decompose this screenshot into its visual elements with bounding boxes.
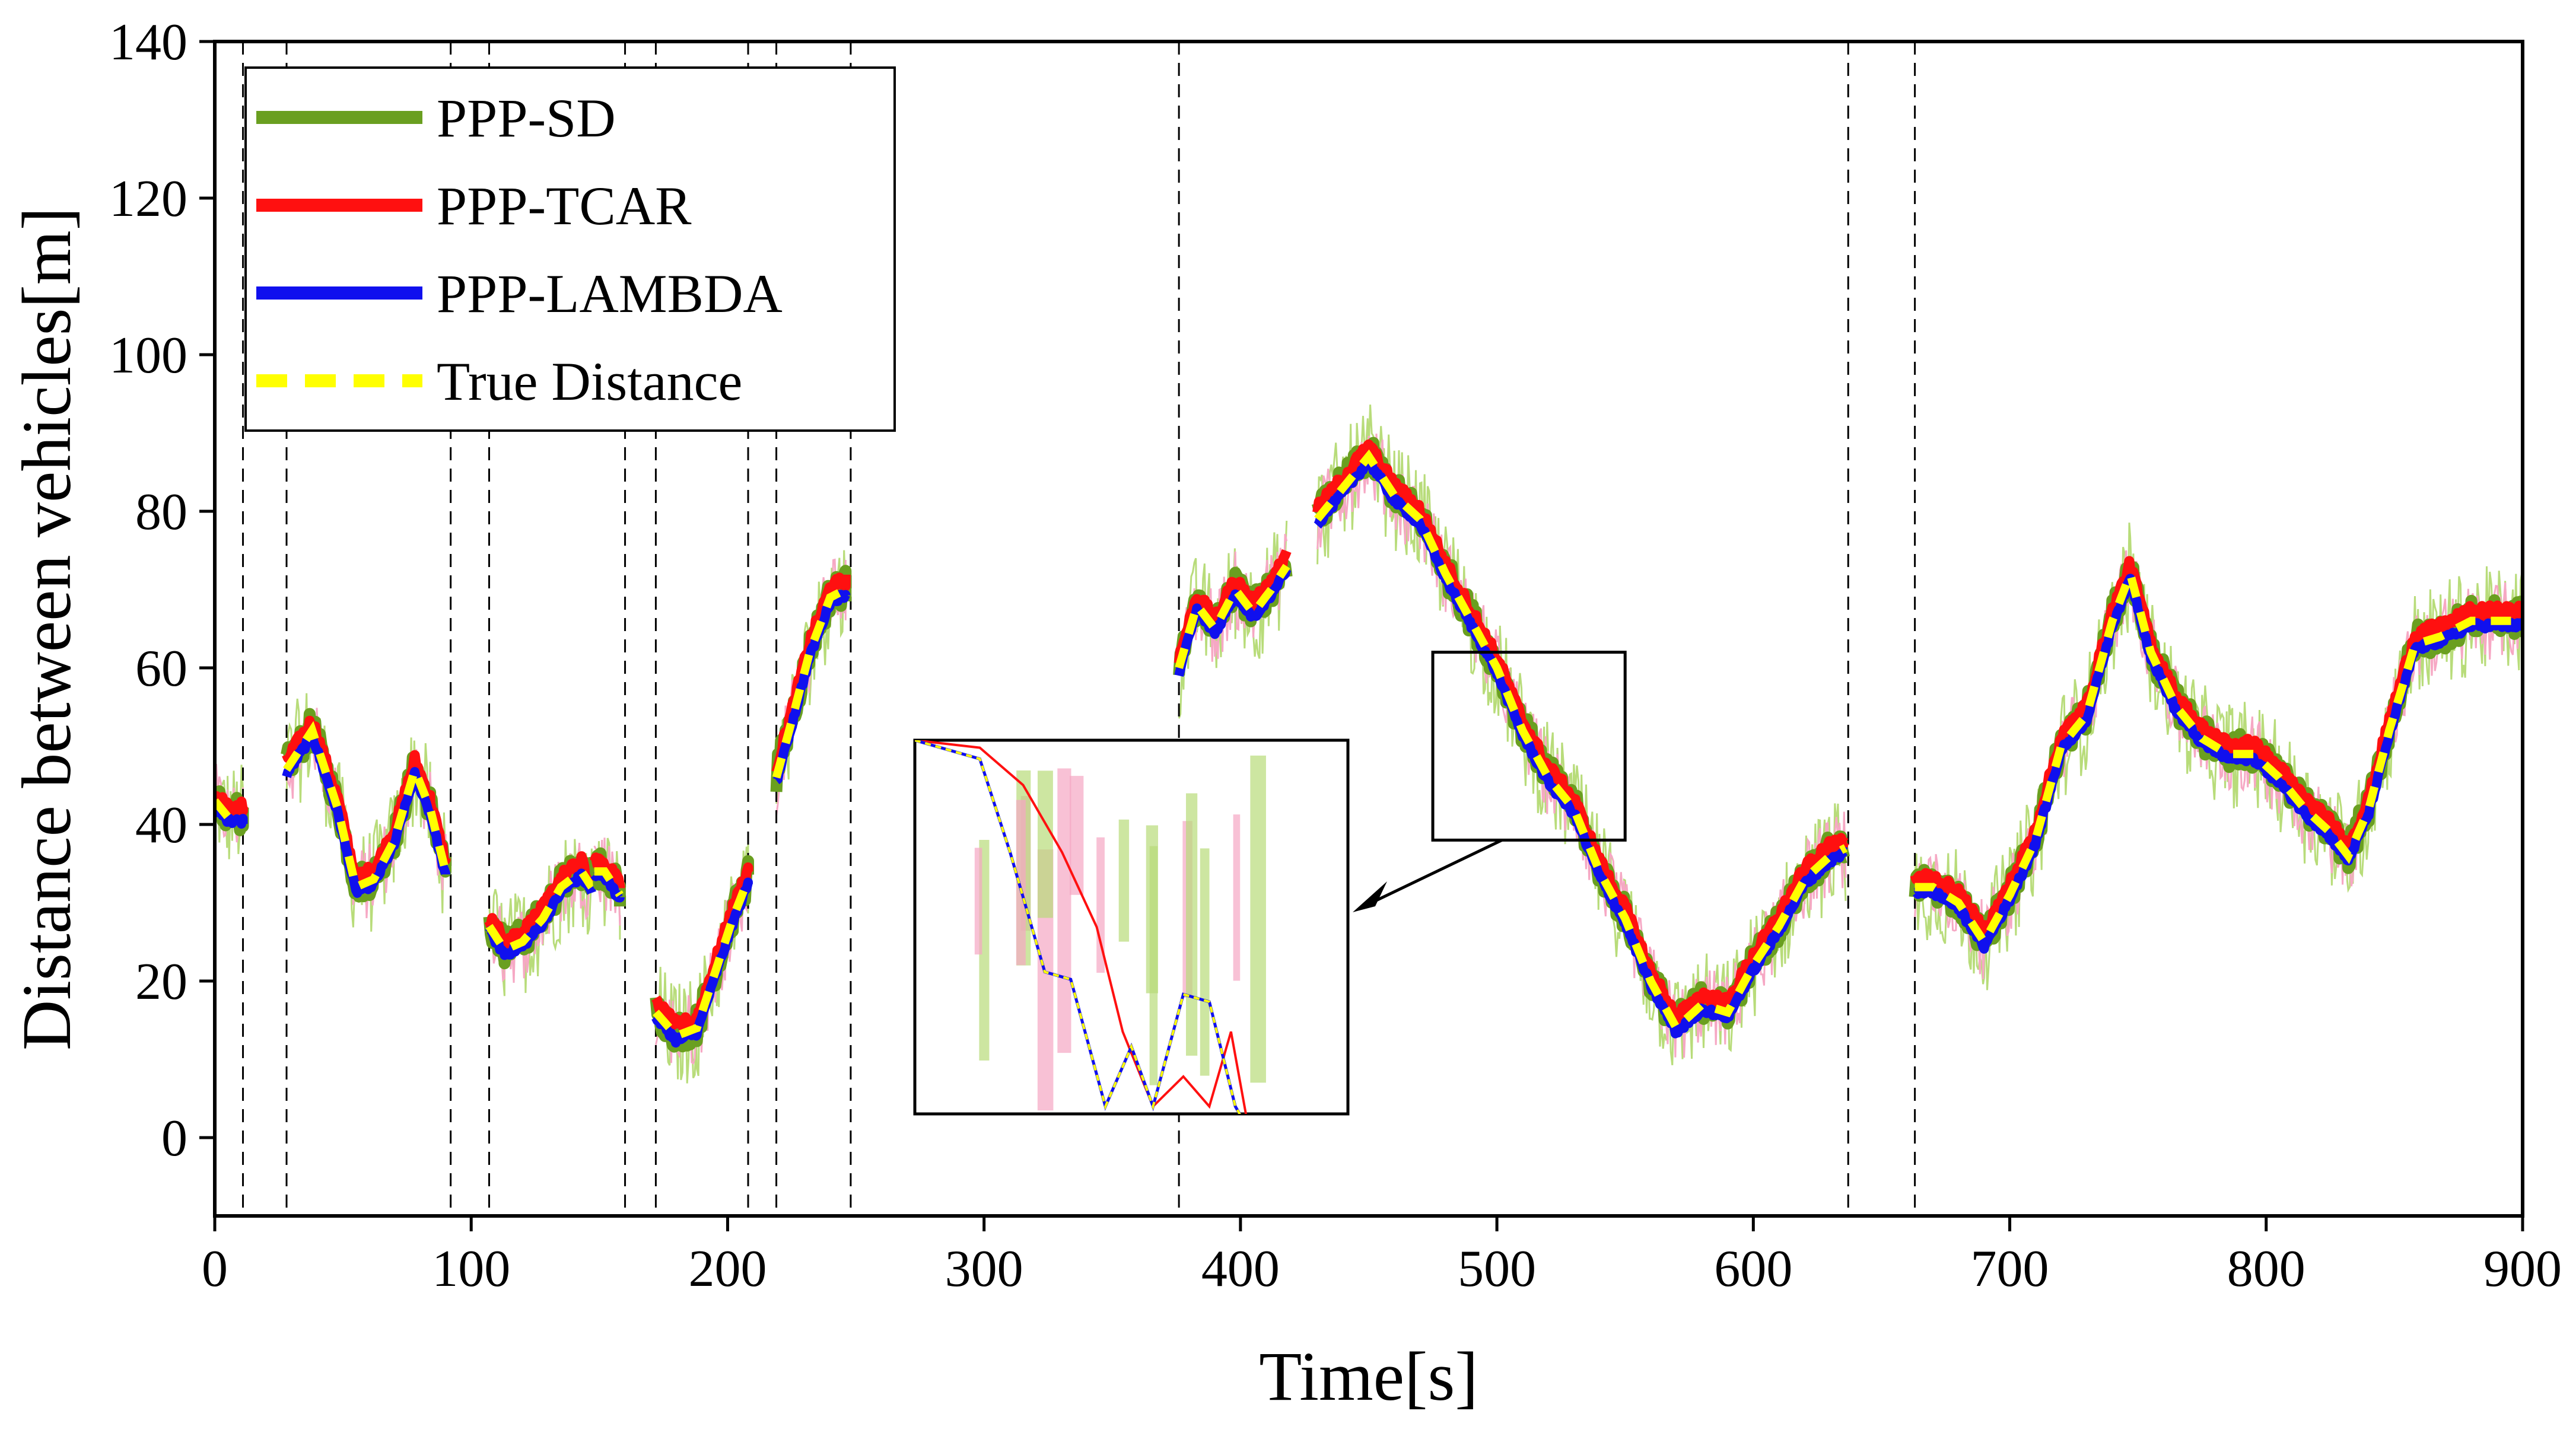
series-true-distance-line	[772, 585, 848, 779]
x-tick-label: 0	[202, 1240, 228, 1298]
x-ticks: 0 100 200 300 400 500 600 700 800 900	[202, 1216, 2562, 1298]
y-tick-label: 80	[135, 483, 187, 541]
series-ppp-tcar-line	[1910, 556, 2523, 944]
legend: PPP-SD PPP-TCAR PPP-LAMBDA True Distance	[244, 66, 896, 432]
legend-box	[244, 66, 896, 432]
x-tick-label: 400	[1201, 1240, 1280, 1298]
y-tick-label: 140	[109, 14, 187, 71]
series-ppp-lambda-line	[485, 868, 596, 960]
noise-bands	[215, 405, 2523, 1084]
x-tick-label: 200	[688, 1240, 767, 1298]
inset-content	[915, 740, 1266, 1114]
series-ppp-tcar-line	[215, 791, 248, 819]
inset-source-box	[1431, 651, 1627, 842]
ppp-sd-noise-band	[593, 837, 621, 940]
plot-frame	[213, 40, 2524, 1218]
y-ticks: 0 20 40 60 80 100 120 140	[109, 14, 215, 1167]
inset-ppp-tcar-line	[915, 740, 1248, 1114]
inset-true-distance-line	[915, 740, 1241, 1114]
y-tick-label: 40	[135, 797, 187, 854]
legend-label-ppp-tcar: PPP-TCAR	[437, 176, 692, 236]
x-tick-label: 800	[2227, 1240, 2305, 1298]
x-tick-label: 700	[1971, 1240, 2049, 1298]
inset-arrow-line	[1375, 839, 1503, 902]
series-true-distance-line	[283, 721, 450, 893]
legend-label-true-distance: True Distance	[437, 351, 742, 412]
inset-zoom	[913, 651, 1627, 1116]
series-true-distance-line	[485, 865, 596, 955]
x-axis-label: Time[s]	[1259, 1338, 1478, 1415]
y-tick-label: 0	[161, 1110, 187, 1167]
series-ppp-tcar-line	[484, 851, 597, 950]
series-ppp-tcar-line	[1312, 439, 1849, 1026]
axes	[213, 40, 2524, 1218]
y-tick-label: 20	[135, 953, 187, 1011]
series-true-distance-line	[1314, 449, 1848, 1035]
y-axis-label: Distance between vehicles[m]	[8, 207, 85, 1050]
series-true-distance-line	[1175, 563, 1290, 669]
x-tick-label: 100	[432, 1240, 510, 1298]
x-tick-label: 300	[945, 1240, 1023, 1298]
y-tick-label: 100	[109, 327, 187, 384]
series-true-distance-line	[594, 867, 624, 897]
series-lines	[215, 437, 2523, 1053]
series-ppp-tcar-line	[1173, 549, 1292, 664]
y-tick-label: 120	[109, 170, 187, 228]
x-tick-label: 600	[1714, 1240, 1792, 1298]
x-tick-label: 900	[2483, 1240, 2562, 1298]
inset-arrow-head	[1353, 881, 1387, 912]
series-true-distance-line	[1914, 560, 2523, 950]
x-tick-label: 500	[1458, 1240, 1536, 1298]
series-true-distance-line	[215, 798, 243, 821]
legend-label-ppp-sd: PPP-SD	[437, 88, 616, 148]
legend-label-ppp-lambda: PPP-LAMBDA	[437, 263, 783, 324]
series-ppp-lambda-line	[651, 877, 753, 1048]
y-tick-label: 60	[135, 640, 187, 698]
